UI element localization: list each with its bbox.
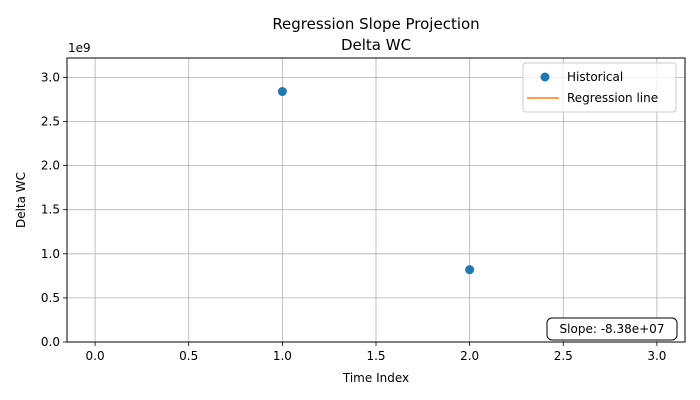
y-offset-label: 1e9	[68, 41, 91, 55]
x-tick-label: 1.0	[273, 349, 292, 363]
y-axis-label: Delta WC	[14, 172, 28, 228]
y-tick-label: 2.0	[41, 159, 60, 173]
legend-label-historical: Historical	[567, 70, 623, 84]
slope-annotation-box	[546, 317, 678, 341]
legend-marker-historical	[540, 72, 550, 82]
historical-point	[277, 87, 287, 97]
y-tick-label: 0.0	[41, 335, 60, 349]
x-tick-label: 3.0	[647, 349, 666, 363]
x-tick-label: 2.5	[554, 349, 573, 363]
y-tick-label: 2.5	[41, 115, 60, 129]
slope-annotation-text: Slope: -8.38e+07	[560, 322, 665, 336]
x-tick-label: 2.0	[460, 349, 479, 363]
axis-ticks: 0.0 0.5 1.0 1.5 2.0 2.5 3.0 0.0 0.5 1.0 1.5 2.0 2.5 3…	[41, 70, 667, 363]
plot-data	[277, 87, 475, 275]
legend-label-regression-line: Regression line	[567, 91, 658, 105]
slope-annotation: Slope: -8.38e+07	[546, 317, 678, 341]
x-tick-label: 1.5	[366, 349, 385, 363]
y-tick-label: 1.5	[41, 203, 60, 217]
chart-subtitle: Delta WC	[341, 36, 411, 54]
x-axis-label: Time Index	[342, 371, 409, 385]
historical-point	[465, 265, 475, 275]
chart-title: Regression Slope Projection	[272, 15, 479, 33]
x-tick-label: 0.0	[86, 349, 105, 363]
x-tick-label: 0.5	[179, 349, 198, 363]
legend: Historical Regression line	[522, 62, 677, 113]
plot-area	[66, 57, 686, 343]
y-tick-label: 3.0	[41, 70, 60, 84]
y-tick-label: 1.0	[41, 247, 60, 261]
legend-box	[522, 62, 677, 113]
y-tick-label: 0.5	[41, 291, 60, 305]
